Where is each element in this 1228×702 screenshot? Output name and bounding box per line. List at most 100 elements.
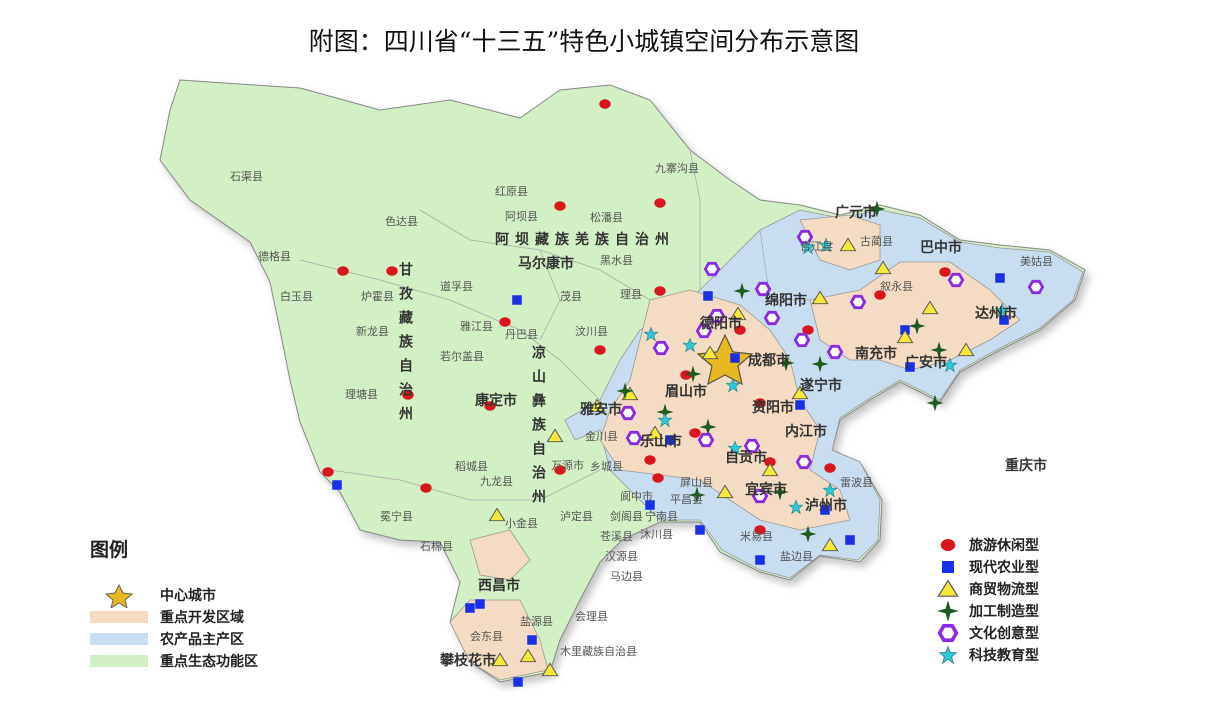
blue-square-icon <box>665 435 675 445</box>
red-circle-icon <box>554 465 566 475</box>
map-label: 重庆市 <box>1005 457 1047 474</box>
blue-square-icon <box>513 677 523 687</box>
purple-hexagon-icon <box>652 340 670 356</box>
blue-square-icon <box>755 555 765 565</box>
yellow-triangle-icon <box>896 329 914 344</box>
cyan-star-icon <box>643 326 659 342</box>
boundary-lines <box>299 149 810 501</box>
yellow-triangle-icon <box>957 342 975 357</box>
map-label: 剑阁县 <box>610 509 643 523</box>
map-label: 黑水县 <box>600 254 633 267</box>
map-label: 凉山彝族自治州 <box>530 344 547 513</box>
map-label: 石棉县 <box>420 539 453 553</box>
purple-hexagon-icon <box>795 454 813 470</box>
swatch-agricultural <box>90 633 148 645</box>
cyan-star-icon <box>822 482 838 498</box>
map-label: 理县 <box>620 288 642 301</box>
blue-square-icon <box>512 295 522 305</box>
red-circle-icon <box>680 370 692 380</box>
map-label: 美姑县 <box>1020 255 1053 268</box>
legend-label: 科技教育型 <box>969 648 1039 664</box>
cyan-star-icon <box>682 337 698 353</box>
purple-hexagon-icon <box>743 438 761 454</box>
legend-label: 中心城市 <box>160 588 216 604</box>
blue-square-icon <box>933 557 963 577</box>
map-label: 德阳市 <box>700 315 742 332</box>
green-four-point-star-icon <box>926 394 944 412</box>
map-label: 红原县 <box>495 185 528 198</box>
yellow-triangle-icon <box>921 300 939 315</box>
map-label: 九寨沟县 <box>655 161 699 175</box>
blue-square-icon <box>905 362 915 372</box>
region-development-northeast <box>809 261 1021 371</box>
yellow-triangle-icon <box>933 579 963 599</box>
purple-hexagon-icon <box>697 432 715 448</box>
map-label: 泸定县 <box>560 509 593 523</box>
red-circle-icon <box>654 198 666 208</box>
legend-item-blue-square: 现代农业型 <box>933 556 1039 578</box>
yellow-triangle-icon <box>488 507 506 522</box>
legend-label: 重点开发区域 <box>160 610 244 626</box>
map-label: 盐源县 <box>520 614 553 628</box>
purple-hexagon-icon <box>793 332 811 348</box>
red-circle-icon <box>652 473 664 483</box>
legend-label: 商贸物流型 <box>969 582 1039 598</box>
yellow-triangle-icon <box>811 290 829 305</box>
blue-square-icon <box>695 525 705 535</box>
map-label: 西昌市 <box>478 577 520 594</box>
legend-label: 旅游休闲型 <box>969 538 1039 554</box>
red-circle-icon <box>689 428 701 438</box>
purple-hexagon-icon <box>619 405 637 421</box>
map-label: 色达县 <box>385 214 418 228</box>
yellow-triangle-icon <box>716 484 734 499</box>
map-label: 道孚县 <box>440 279 473 293</box>
map-markers <box>322 99 1045 687</box>
map-label: 会理县 <box>575 610 608 623</box>
blue-square-icon <box>730 353 740 363</box>
yellow-triangle-icon <box>937 579 959 597</box>
map-label: 宜宾市 <box>745 481 787 498</box>
map-label: 若尔盖县 <box>440 349 484 363</box>
map-label: 阿坝县 <box>505 209 538 223</box>
map-label: 白玉县 <box>280 289 313 303</box>
yellow-triangle-icon <box>519 648 537 663</box>
map-label: 盐边县 <box>780 550 813 563</box>
red-circle-icon <box>824 463 836 473</box>
red-circle-icon <box>420 483 432 493</box>
legend-label: 现代农业型 <box>969 560 1039 576</box>
map-label: 石渠县 <box>230 170 263 183</box>
legend-item-red-circle: 旅游休闲型 <box>933 534 1039 556</box>
map-label: 马边县 <box>610 570 643 583</box>
map-label: 资阳市 <box>752 399 794 416</box>
map-label: 马尔康市 <box>518 255 574 272</box>
green-four-point-star-icon <box>930 341 948 359</box>
blue-square-icon <box>465 603 475 613</box>
blue-square-icon <box>820 505 830 515</box>
yellow-triangle-icon <box>874 260 892 275</box>
red-circle-icon <box>933 535 963 555</box>
blue-square-icon <box>995 273 1005 283</box>
cyan-star-icon <box>933 645 963 665</box>
red-circle-icon <box>644 455 656 465</box>
legend-item-center-city: 中心城市 <box>90 584 258 608</box>
map-label: 理塘县 <box>345 387 378 401</box>
map-label: 眉山市 <box>665 383 707 400</box>
map-label: 九龙县 <box>480 475 513 488</box>
swatch-ecological <box>90 655 148 667</box>
region-development-xichang <box>469 529 531 581</box>
map-label: 古蔺县 <box>860 235 893 248</box>
red-circle-icon <box>764 457 776 467</box>
map-label: 苍溪县 <box>600 530 633 543</box>
blue-square-icon <box>475 599 485 609</box>
map-label: 沐川县 <box>640 528 673 541</box>
map-label: 叙永县 <box>880 279 913 293</box>
legend-label: 文化创意型 <box>969 626 1039 642</box>
red-circle-icon <box>754 525 766 535</box>
blue-square-icon <box>795 400 805 410</box>
green-four-point-star-icon <box>616 382 634 400</box>
yellow-triangle-icon <box>761 462 779 477</box>
legend-item-cyan-star: 科技教育型 <box>933 644 1039 666</box>
map-label: 康定市 <box>475 392 517 409</box>
blue-square-icon <box>527 635 537 645</box>
